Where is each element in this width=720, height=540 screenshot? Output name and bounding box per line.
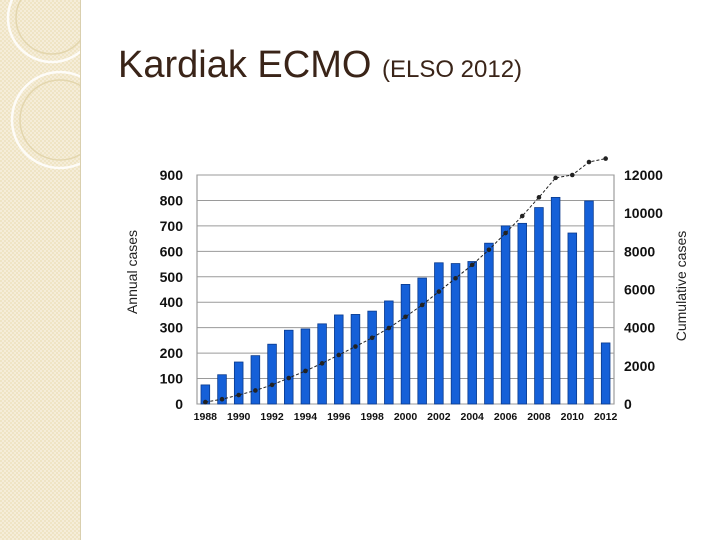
x-tick-label: 1988 xyxy=(194,411,218,423)
bar xyxy=(350,314,361,405)
bar xyxy=(300,328,311,405)
y-tick-label: 100 xyxy=(160,371,184,387)
bar xyxy=(534,207,544,405)
cumulative-point xyxy=(319,361,325,366)
y2-tick-label: 4000 xyxy=(624,320,655,336)
bar xyxy=(517,222,527,405)
y2-tick-label: 2000 xyxy=(624,358,655,374)
bar xyxy=(567,232,578,405)
cumulative-point xyxy=(419,302,425,308)
bar xyxy=(484,242,494,405)
decorative-side-panel xyxy=(0,0,81,540)
y2-axis-label: Cumulative cases xyxy=(673,231,689,342)
bar xyxy=(367,310,377,405)
slide-title: Kardiak ECMO (ELSO 2012) xyxy=(118,44,522,87)
y-tick-label: 500 xyxy=(160,269,184,285)
bar xyxy=(434,262,444,405)
bar xyxy=(233,361,244,405)
bar xyxy=(384,300,394,405)
title-source: (ELSO 2012) xyxy=(381,56,523,83)
bar xyxy=(284,329,294,405)
cumulative-point xyxy=(336,352,342,358)
x-tick-label: 1996 xyxy=(327,411,351,423)
x-tick-label: 1992 xyxy=(260,411,284,423)
x-tick-label: 2012 xyxy=(594,411,618,423)
x-tick-label: 1990 xyxy=(227,411,251,423)
bar xyxy=(267,343,277,405)
cumulative-point xyxy=(369,335,375,341)
x-tick-label: 2010 xyxy=(561,411,585,423)
y2-tick-label: 0 xyxy=(624,396,632,412)
cumulative-point xyxy=(219,396,225,402)
x-tick-label: 2006 xyxy=(494,411,518,423)
bar xyxy=(600,342,611,405)
y-tick-label: 700 xyxy=(160,218,184,234)
bar xyxy=(400,284,411,405)
cumulative-point xyxy=(586,159,592,165)
x-tick-label: 2004 xyxy=(461,411,485,423)
cumulative-point xyxy=(269,382,275,388)
x-tick-label: 2002 xyxy=(427,411,451,423)
x-tick-label: 1998 xyxy=(360,411,384,423)
x-tick-label: 1994 xyxy=(294,411,318,423)
cumulative-point xyxy=(303,368,308,374)
bar xyxy=(467,261,477,405)
bar xyxy=(334,314,344,405)
cumulative-point xyxy=(203,399,208,405)
x-tick-label: 2000 xyxy=(394,411,418,423)
cumulative-point xyxy=(603,156,608,161)
cumulative-point xyxy=(469,262,475,268)
cumulative-point xyxy=(570,172,575,178)
cumulative-point xyxy=(286,375,292,381)
y2-tick-label: 6000 xyxy=(624,282,655,298)
y-tick-label: 600 xyxy=(160,243,184,259)
y2-tick-label: 8000 xyxy=(624,243,655,259)
y-tick-label: 300 xyxy=(160,320,184,336)
bar xyxy=(417,277,427,405)
y-tick-label: 900 xyxy=(160,167,184,183)
decorative-circles xyxy=(6,0,80,170)
cumulative-point xyxy=(436,289,442,294)
cumulative-point xyxy=(353,344,358,349)
title-main: Kardiak ECMO xyxy=(118,44,372,86)
cumulative-point xyxy=(386,325,392,331)
cumulative-point xyxy=(486,247,492,253)
y-tick-label: 200 xyxy=(160,345,184,361)
cumulative-point xyxy=(536,195,542,200)
y-axis-label: Annual cases xyxy=(124,230,140,314)
x-tick-label: 2008 xyxy=(527,411,551,423)
y-tick-label: 0 xyxy=(175,396,183,412)
cumulative-point xyxy=(519,213,525,219)
cumulative-point xyxy=(403,314,408,320)
bar xyxy=(584,200,594,405)
bar xyxy=(250,355,261,405)
cumulative-point xyxy=(253,388,258,393)
cumulative-point xyxy=(503,230,508,236)
bar xyxy=(450,263,461,405)
y2-tick-label: 12000 xyxy=(624,167,663,183)
y-tick-label: 800 xyxy=(160,192,184,208)
cumulative-point xyxy=(236,392,241,398)
cumulative-point xyxy=(553,175,558,181)
y-tick-label: 400 xyxy=(160,294,184,310)
bar xyxy=(217,374,227,405)
bar xyxy=(550,196,561,405)
cumulative-point xyxy=(453,275,458,281)
y2-tick-label: 10000 xyxy=(624,205,663,221)
bar xyxy=(500,225,511,405)
